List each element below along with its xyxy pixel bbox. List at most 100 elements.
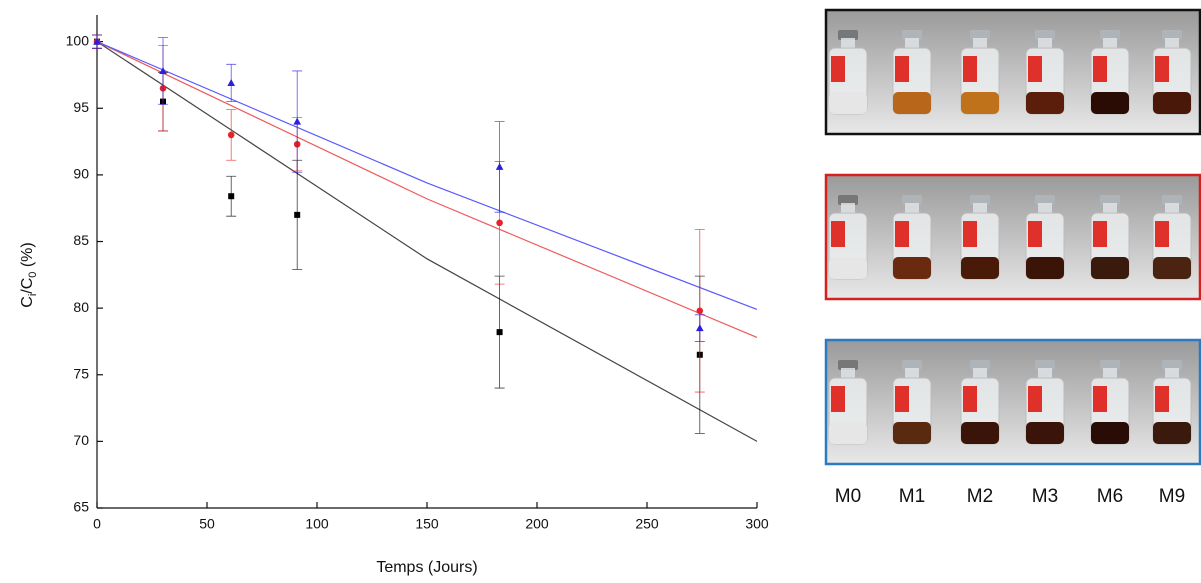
y-tick-label: 95 [73,99,89,115]
x-tick-label: 300 [745,516,769,532]
y-tick-label: 65 [73,499,89,515]
vial-neck [973,368,987,378]
vial-neck [905,368,919,378]
vial-liquid [961,257,999,279]
x-tick-label: 150 [415,516,439,532]
vial-liquid [961,422,999,444]
vial-liquid [1026,422,1064,444]
x-tick-label: 0 [93,516,101,532]
point [93,37,101,45]
point [294,211,301,218]
point [227,78,235,86]
vial-label [895,221,909,247]
vial-neck [1038,38,1052,48]
vial-cap [1100,195,1120,205]
y-tick-label: 100 [66,32,90,48]
photo-label: M2 [967,486,993,507]
y-tick-label: 70 [73,432,89,448]
vial-neck [973,203,987,213]
x-tick-label: 100 [305,516,329,532]
vial-liquid [893,92,931,114]
point [227,131,235,139]
vial-liquid [829,422,867,444]
fit-line [96,41,758,339]
point [496,219,503,227]
vial-liquid [961,92,999,114]
vial-cap [970,195,990,205]
vial-neck [1103,38,1117,48]
point [496,329,503,336]
vial-neck [973,38,987,48]
photo-label: M9 [1159,486,1185,507]
y-tick-label: 85 [73,232,89,248]
vial-label [1093,386,1107,412]
y-tick-label: 90 [73,166,89,182]
point [696,307,704,315]
photo-label: M0 [835,486,861,507]
vial-label [963,386,977,412]
y-tick-label: 75 [73,365,89,381]
photo-panel [824,173,1201,301]
x-axis-label: Temps (Jours) [376,559,477,576]
vial-neck [1165,38,1179,48]
vial-liquid [1153,92,1191,114]
label-part: /C [19,278,36,294]
photo-background [824,338,1201,466]
vial-label [831,56,845,82]
vial-neck [1038,368,1052,378]
photo-background [824,173,1201,301]
vial-liquid [1153,422,1191,444]
vial-cap [1035,30,1055,40]
vial-liquid [1153,257,1191,279]
vial-cap [902,195,922,205]
vial-label [1028,221,1042,247]
y-tick-label: 80 [73,299,89,315]
vial-cap [1162,360,1182,370]
photo-background [824,8,1201,136]
fit-line [96,41,758,442]
vial-neck [841,38,855,48]
vial-cap [970,360,990,370]
vial-liquid [829,257,867,279]
vial-label [1028,56,1042,82]
vial-neck [1103,203,1117,213]
photo-label: M3 [1032,486,1058,507]
vial-neck [905,38,919,48]
vial-label [831,221,845,247]
vial-label [831,386,845,412]
vial-liquid [1026,257,1064,279]
vial-cap [1035,195,1055,205]
vial-label [1093,221,1107,247]
vial-label [1028,386,1042,412]
label-part: C [19,296,36,308]
point [696,324,704,332]
vial-liquid [829,92,867,114]
vial-neck [841,203,855,213]
vial-neck [841,368,855,378]
vial-liquid [1026,92,1064,114]
vial-label [895,56,909,82]
photo-label: M6 [1097,486,1123,507]
vial-cap [970,30,990,40]
vial-cap [1035,360,1055,370]
vial-neck [905,203,919,213]
vial-label [963,221,977,247]
x-tick-label: 200 [525,516,549,532]
vial-cap [838,195,858,205]
label-part: (%) [19,242,36,271]
subscript: 0 [27,272,39,278]
vial-neck [1038,203,1052,213]
point [495,162,504,170]
vial-neck [1165,203,1179,213]
x-tick-label: 50 [199,516,215,532]
vial-liquid [1091,92,1129,114]
point [159,66,167,74]
fit-line [96,41,758,311]
point [293,117,301,125]
vial-cap [838,30,858,40]
vial-cap [902,30,922,40]
vial-liquid [893,422,931,444]
vial-liquid [1091,422,1129,444]
photo-label: M1 [899,486,925,507]
